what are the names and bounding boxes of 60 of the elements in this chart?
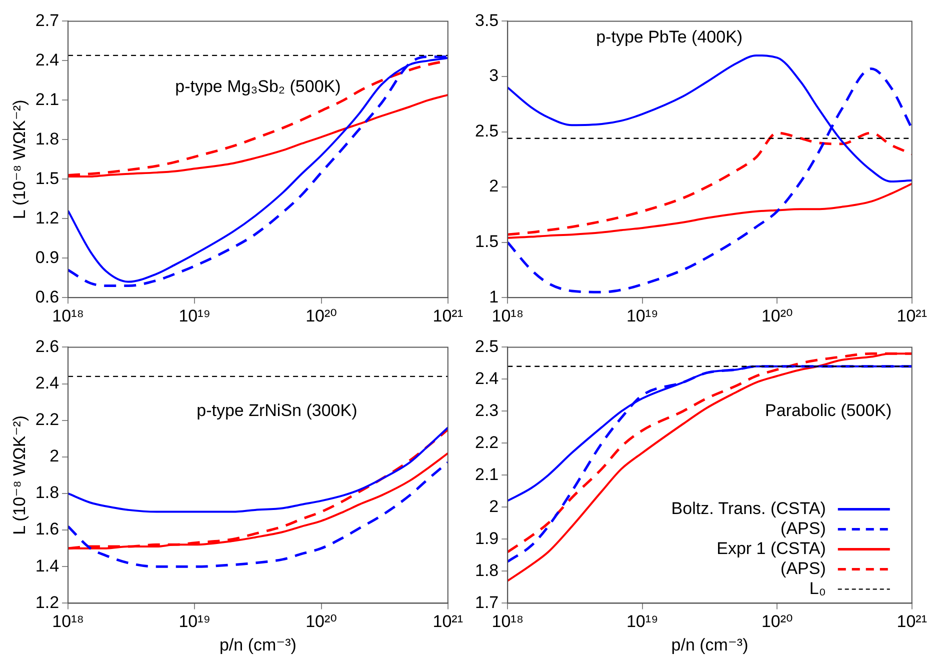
x-tick-label: 10²⁰ [761, 612, 794, 632]
y-tick-label: 1.2 [35, 592, 60, 612]
x-axis-title: p/n (cm⁻³) [671, 635, 748, 654]
x-tick-label: 10¹⁸ [492, 612, 524, 632]
x-tick-label: 10¹⁹ [626, 306, 658, 326]
y-tick-label: 3 [489, 66, 499, 86]
y-axis-title: L (10⁻⁸ WΩK⁻²) [10, 100, 29, 220]
y-tick-label: 2.2 [35, 410, 60, 430]
annotation: Parabolic (500K) [765, 400, 892, 420]
annotation: p-type Mg₃Sb₂ (500K) [175, 77, 341, 96]
y-tick-label: 2.1 [35, 90, 60, 109]
y-tick-label: 2 [50, 446, 60, 466]
y-tick-label: 2.4 [35, 50, 60, 70]
y-tick-label: 2.5 [474, 121, 499, 140]
y-tick-label: 2 [489, 496, 499, 516]
x-tick-label: 10²⁰ [306, 306, 338, 326]
legend-label: L₀ [809, 578, 826, 598]
y-tick-label: 0.6 [35, 287, 60, 306]
x-tick-label: 10¹⁹ [178, 306, 211, 326]
y-tick-label: 1.4 [35, 556, 60, 576]
y-tick-label: 1.8 [35, 129, 60, 148]
x-tick-label: 10²⁰ [306, 612, 338, 632]
x-axis-title: p/n (cm⁻³) [219, 635, 296, 654]
y-tick-label: 2.6 [35, 336, 60, 356]
annotation: p-type PbTe (400K) [596, 27, 743, 46]
y-tick-label: 1.5 [35, 168, 60, 188]
x-tick-label: 10¹⁹ [626, 612, 658, 632]
legend-label: (APS) [780, 558, 826, 578]
y-tick-label: 0.9 [35, 248, 60, 267]
y-tick-label: 1.5 [474, 232, 499, 252]
y-tick-label: 1.8 [474, 560, 499, 580]
x-tick-label: 10²¹ [432, 612, 464, 632]
y-axis-title: L (10⁻⁸ WΩK⁻²) [10, 416, 29, 535]
y-tick-label: 1.7 [474, 592, 499, 612]
x-tick-label: 10¹⁸ [52, 306, 84, 326]
y-tick-label: 2.4 [474, 368, 499, 388]
y-tick-label: 1.2 [35, 208, 60, 228]
y-tick-label: 2.7 [35, 10, 60, 30]
x-tick-label: 10²¹ [432, 306, 464, 326]
y-tick-label: 2.1 [474, 464, 499, 484]
y-tick-label: 2.3 [474, 400, 499, 420]
legend-label: (APS) [780, 518, 826, 538]
y-tick-label: 2.2 [474, 432, 499, 452]
y-tick-label: 1.9 [474, 528, 499, 548]
x-tick-label: 10¹⁸ [492, 306, 524, 326]
x-tick-label: 10¹⁹ [178, 612, 211, 632]
y-tick-label: 3.5 [474, 10, 499, 30]
legend-label: Expr 1 (CSTA) [716, 538, 826, 558]
y-tick-label: 2.5 [474, 336, 499, 356]
y-tick-label: 1.6 [35, 520, 60, 539]
x-tick-label: 10²⁰ [761, 306, 794, 326]
y-tick-label: 2 [489, 176, 499, 196]
y-tick-label: 2.4 [35, 373, 60, 392]
y-tick-label: 1 [489, 287, 499, 306]
annotation: p-type ZrNiSn (300K) [196, 400, 358, 420]
x-tick-label: 10²¹ [896, 612, 928, 632]
x-tick-label: 10²¹ [896, 306, 928, 326]
legend-label: Boltz. Trans. (CSTA) [671, 498, 826, 518]
x-tick-label: 10¹⁸ [52, 612, 84, 632]
y-tick-label: 1.8 [35, 483, 60, 502]
